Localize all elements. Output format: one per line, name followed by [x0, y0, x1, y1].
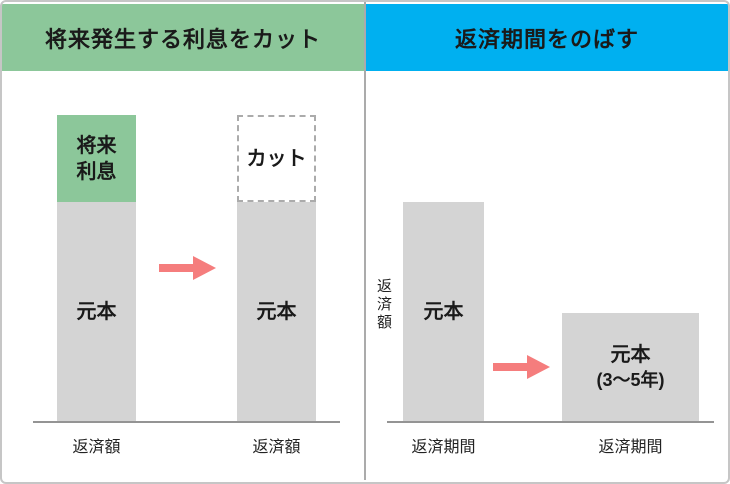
right-arrow-shape — [493, 355, 550, 379]
panel-extend-period-title: 返済期間をのばす — [454, 26, 639, 52]
principal-bar-after: 元本 — [237, 202, 316, 421]
right-arrow-icon — [159, 256, 216, 280]
axis-label-after-right: 返済期間 — [598, 439, 663, 456]
principal-bar-short-period: 元本 — [403, 202, 484, 422]
panel-cut-interest-title: 将来発生する利息をカット — [44, 26, 321, 52]
panel-cut-interest: 将来発生する利息をカット 将来 利息 元本 カット 元本 返済額 返済額 — [2, 4, 364, 482]
right-arrow-icon — [493, 355, 550, 379]
axis-label-before-left: 返済額 — [72, 439, 121, 456]
cut-label: カット — [246, 147, 307, 170]
principal-bar-before: 元本 — [57, 202, 136, 421]
principal-label-extended-period: 元本 — [610, 344, 651, 367]
y-axis-label: 返済額 — [375, 278, 392, 332]
principal-sublabel-extended-period: (3〜5年) — [596, 370, 665, 391]
cut-box: カット — [237, 115, 316, 202]
panel-extend-period-header: 返済期間をのばす — [366, 4, 728, 71]
principal-bar-extended-period: 元本 (3〜5年) — [562, 313, 699, 422]
future-interest-label: 将来 利息 — [76, 134, 117, 183]
right-arrow-shape — [159, 256, 216, 280]
principal-label-before: 元本 — [76, 300, 117, 323]
principal-label-after: 元本 — [256, 300, 297, 323]
panel-cut-interest-header: 将来発生する利息をカット — [2, 4, 364, 71]
axis-label-after-left: 返済額 — [252, 439, 301, 456]
axis-label-before-right: 返済期間 — [411, 439, 476, 456]
axis-baseline-right — [387, 421, 714, 423]
panel-divider — [364, 2, 366, 480]
future-interest-segment: 将来 利息 — [57, 115, 136, 202]
axis-baseline-left — [33, 421, 340, 423]
panel-extend-period: 返済期間をのばす 返済額 元本 元本 (3〜5年) 返済期間 返済期間 — [366, 4, 728, 482]
principal-label-short-period: 元本 — [423, 301, 464, 323]
